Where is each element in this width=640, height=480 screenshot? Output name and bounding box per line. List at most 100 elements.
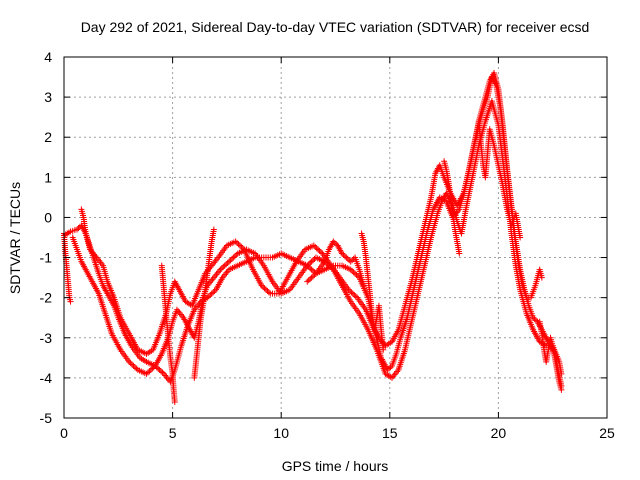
plot-frame (63, 56, 608, 419)
data-point (149, 365, 156, 372)
data-point (308, 258, 315, 265)
data-point (156, 366, 163, 373)
y-tick-label: -1 (40, 250, 53, 266)
data-point (211, 287, 218, 294)
data-point (386, 365, 393, 372)
data-point (205, 293, 212, 300)
data-point (347, 266, 354, 273)
data-point (239, 245, 246, 252)
data-point (235, 241, 242, 248)
data-point (345, 286, 352, 293)
x-tick-label: 10 (273, 425, 289, 441)
data-point (131, 364, 138, 371)
data-point (75, 225, 82, 232)
data-point (231, 253, 238, 260)
y-tick-label: 4 (44, 49, 52, 65)
data-point (558, 386, 565, 393)
data-point (150, 364, 157, 371)
data-point (265, 289, 272, 296)
data-point (331, 239, 338, 246)
data-point (143, 370, 150, 377)
data-point (223, 261, 230, 268)
y-tick-label: 2 (44, 129, 52, 145)
data-point (144, 369, 151, 376)
data-point (517, 234, 524, 241)
data-point (315, 246, 322, 253)
data-point (343, 254, 350, 261)
data-point (260, 283, 267, 290)
data-point (310, 267, 317, 274)
data-point (531, 316, 538, 323)
data-point (258, 282, 265, 289)
data-point (155, 365, 162, 372)
data-point (311, 271, 318, 278)
data-point (348, 289, 355, 296)
data-point (158, 368, 165, 375)
axis-ticks: 0 5 10 15 20 25 -5 -4 -3 -2 -1 0 1 2 3 4 (40, 49, 615, 441)
data-point (304, 278, 311, 285)
data-point (456, 250, 463, 257)
data-point (316, 247, 323, 254)
data-point (234, 239, 241, 246)
data-point (226, 258, 233, 265)
data-point (349, 290, 356, 297)
data-point (387, 364, 394, 371)
data-point (208, 290, 215, 297)
data-point (308, 274, 315, 281)
data-point (349, 257, 356, 264)
y-tick-label: -3 (40, 330, 53, 346)
data-point (210, 226, 217, 233)
data-point (347, 258, 354, 265)
data-point (353, 271, 360, 278)
data-point (146, 368, 153, 375)
data-point (307, 265, 314, 272)
y-tick-label: 3 (44, 89, 52, 105)
data-point (344, 255, 351, 262)
data-point (350, 269, 357, 276)
data-point (339, 250, 346, 257)
x-tick-label: 0 (60, 425, 68, 441)
data-point (236, 242, 243, 249)
data-point (312, 243, 319, 250)
data-point (218, 265, 225, 272)
data-point (130, 362, 137, 369)
data-point (129, 361, 136, 368)
data-point (232, 238, 239, 245)
data-point (171, 398, 178, 405)
data-point (228, 255, 235, 262)
data-point (310, 257, 317, 264)
data-point (304, 262, 311, 269)
data-point (74, 226, 81, 233)
y-axis-label: SDTVAR / TECUs (7, 182, 23, 294)
data-point (261, 285, 268, 292)
x-tick-label: 15 (382, 425, 398, 441)
data-point (227, 257, 234, 264)
data-point (221, 262, 228, 269)
data-point (224, 259, 231, 266)
data-point (310, 273, 317, 280)
chart-title: Day 292 of 2021, Sidereal Day-to-day VTE… (81, 19, 590, 35)
data-point (341, 253, 348, 260)
data-point (318, 249, 325, 256)
data-point (349, 267, 356, 274)
data-point (308, 266, 315, 273)
y-tick-label: 1 (44, 169, 52, 185)
grid-lines (64, 57, 607, 418)
data-point (126, 358, 133, 365)
x-tick-label: 20 (491, 425, 507, 441)
x-axis-label: GPS time / hours (282, 458, 389, 474)
data-point (217, 266, 224, 273)
data-point (354, 273, 361, 280)
x-tick-label: 5 (169, 425, 177, 441)
data-point (127, 360, 134, 367)
data-point (305, 277, 312, 284)
data-point (220, 263, 227, 270)
data-point (330, 238, 337, 245)
data-point (305, 261, 312, 268)
data-point (380, 346, 387, 353)
y-tick-label: -2 (40, 290, 53, 306)
data-point (352, 270, 359, 277)
data-point (307, 259, 314, 266)
data-point (238, 243, 245, 250)
